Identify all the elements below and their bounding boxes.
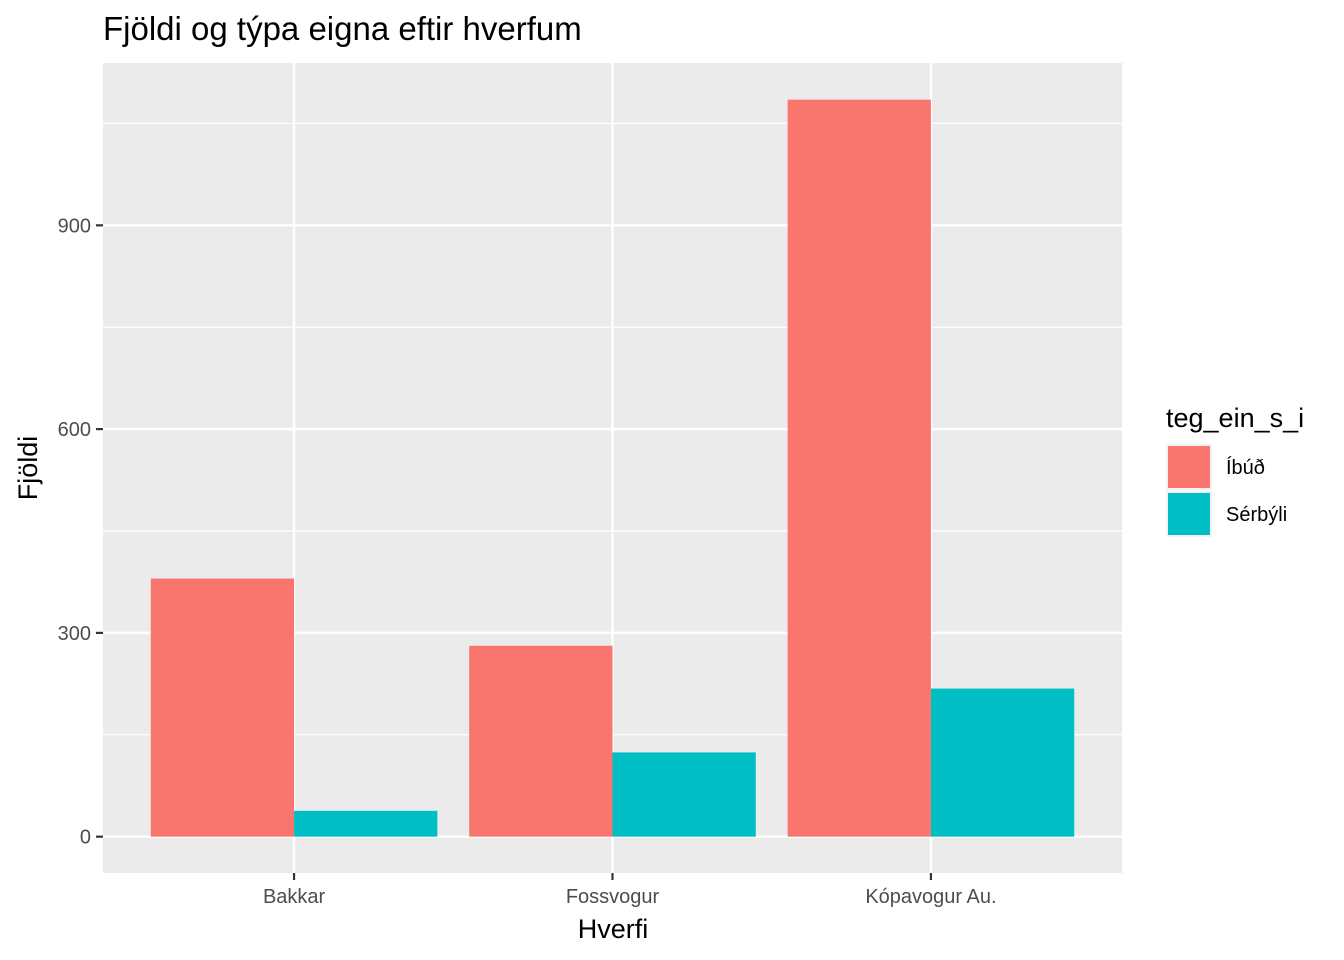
legend-title: teg_ein_s_i — [1166, 403, 1304, 433]
y-axis: 0 300 600 900 — [58, 215, 103, 849]
legend: teg_ein_s_i Íbúð Sérbýli — [1166, 403, 1304, 537]
y-tick-label: 300 — [58, 623, 91, 645]
y-tick-label: 0 — [80, 827, 91, 849]
x-tick-label: Bakkar — [263, 886, 326, 908]
bar — [150, 578, 295, 837]
bar — [612, 752, 756, 837]
y-tick-label: 900 — [58, 215, 91, 237]
legend-swatch — [1168, 446, 1210, 488]
x-axis: Bakkar Fossvogur Kópavogur Au. — [263, 873, 997, 908]
legend-swatch — [1168, 493, 1210, 535]
legend-label: Íbúð — [1226, 456, 1265, 479]
x-axis-title: Hverfi — [578, 914, 649, 944]
x-tick-label: Kópavogur Au. — [865, 886, 996, 908]
bar — [787, 99, 931, 837]
y-axis-title: Fjöldi — [13, 436, 43, 501]
legend-label: Sérbýli — [1226, 504, 1287, 526]
chart-title: Fjöldi og týpa eigna eftir hverfum — [103, 10, 582, 47]
y-tick-label: 600 — [58, 419, 91, 441]
bars — [150, 99, 1075, 837]
x-tick-label: Fossvogur — [566, 886, 660, 908]
bar — [294, 810, 438, 837]
bar — [930, 688, 1075, 837]
bar — [469, 645, 613, 837]
